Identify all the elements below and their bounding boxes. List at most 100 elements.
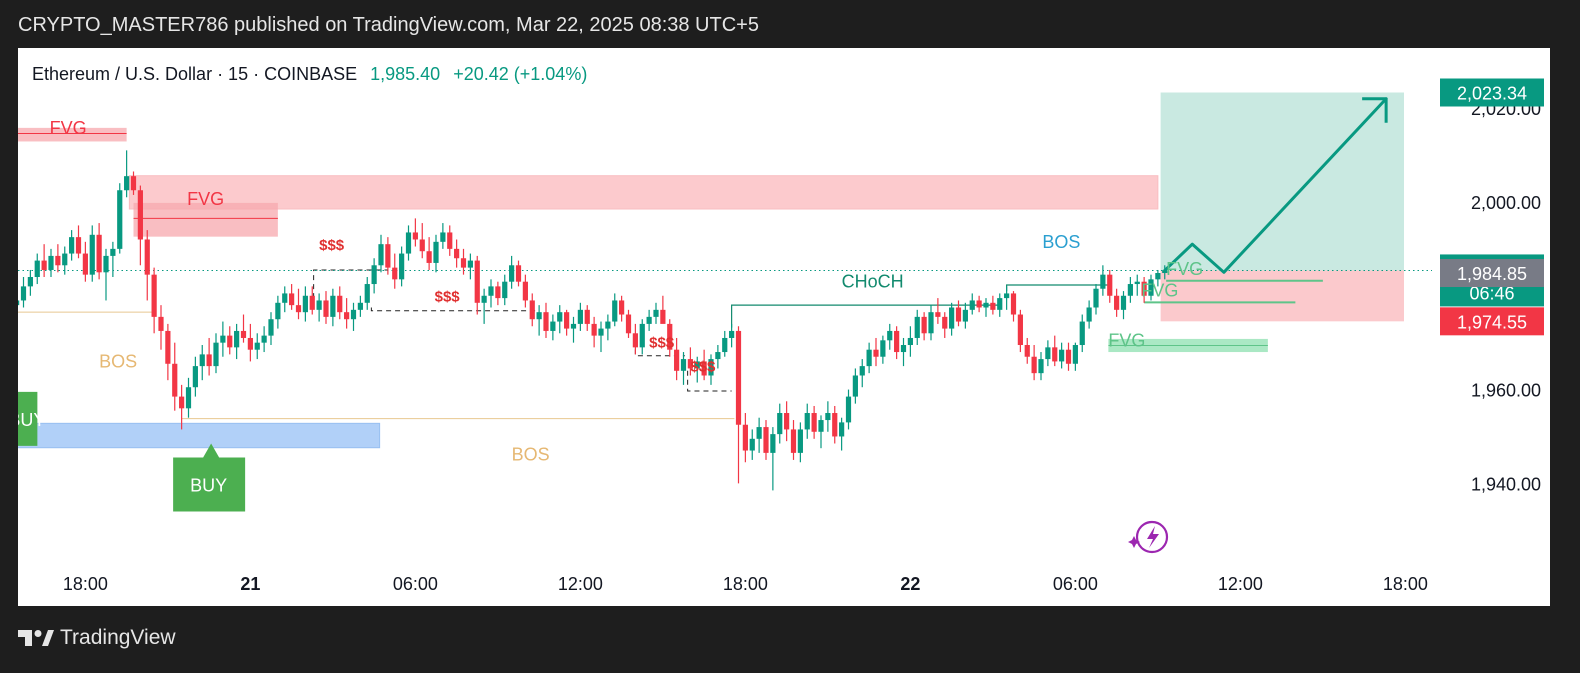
candle[interactable] (41, 244, 47, 278)
candle[interactable] (949, 302, 955, 336)
candle[interactable] (687, 347, 693, 376)
buy-signal[interactable]: BUY (18, 378, 45, 446)
candle[interactable] (1031, 345, 1037, 381)
candle[interactable] (440, 223, 446, 249)
time-axis[interactable]: 18:00 21 06:00 12:00 18:00 22 06:00 12:00 18:00 (63, 574, 1428, 594)
candle[interactable] (48, 248, 54, 278)
candle[interactable] (735, 326, 742, 484)
candle[interactable] (130, 171, 137, 195)
candle[interactable] (784, 401, 790, 442)
candle[interactable] (75, 225, 82, 259)
candle[interactable] (825, 401, 831, 432)
candle[interactable] (639, 319, 645, 355)
candle[interactable] (20, 277, 27, 308)
candle[interactable] (1017, 309, 1023, 353)
candle[interactable] (839, 417, 845, 451)
mid-price-badge[interactable]: 1,984.85 (1440, 259, 1544, 288)
candle[interactable] (701, 349, 707, 381)
candle[interactable] (674, 337, 680, 381)
candle[interactable] (254, 333, 260, 360)
target-price-badge[interactable]: 2,023.34 (1440, 78, 1544, 107)
candle[interactable] (392, 253, 398, 289)
candle[interactable] (667, 319, 673, 357)
lightning-icon[interactable] (1128, 520, 1169, 554)
candle[interactable] (1024, 337, 1030, 364)
candle[interactable] (887, 323, 893, 350)
candle[interactable] (969, 293, 975, 315)
candle[interactable] (680, 352, 687, 385)
candle[interactable] (350, 302, 357, 331)
candle[interactable] (179, 384, 185, 430)
candle[interactable] (653, 302, 659, 324)
candle[interactable] (708, 354, 714, 385)
candle[interactable] (852, 368, 858, 404)
candle[interactable] (344, 298, 350, 329)
candle[interactable] (385, 237, 391, 275)
candle[interactable] (364, 277, 370, 310)
candle[interactable] (1052, 335, 1058, 367)
candle[interactable] (110, 241, 116, 278)
candle[interactable] (124, 150, 130, 198)
candle[interactable] (330, 288, 336, 327)
candle[interactable] (914, 309, 920, 346)
candle[interactable] (282, 286, 288, 313)
candle[interactable] (69, 230, 75, 261)
candle[interactable] (220, 321, 226, 357)
symbol-name[interactable]: Ethereum / U.S. Dollar · 15 · COINBASE (32, 64, 358, 84)
candle[interactable] (89, 225, 95, 282)
candle[interactable] (1093, 284, 1099, 315)
candle[interactable] (1038, 352, 1044, 381)
candle[interactable] (804, 403, 810, 439)
candle[interactable] (612, 293, 618, 327)
candle[interactable] (976, 295, 982, 313)
candle[interactable] (522, 274, 528, 308)
candle[interactable] (509, 255, 515, 289)
candle[interactable] (1045, 340, 1051, 367)
candle[interactable] (103, 248, 109, 301)
projection-arrow[interactable] (1163, 97, 1388, 274)
candle[interactable] (866, 342, 872, 374)
candle[interactable] (295, 288, 302, 320)
candle[interactable] (990, 295, 996, 315)
candle[interactable] (399, 246, 405, 287)
candle[interactable] (577, 302, 583, 331)
candle[interactable] (1010, 291, 1017, 322)
candle[interactable] (598, 321, 604, 353)
candle[interactable] (646, 309, 652, 331)
candle[interactable] (289, 284, 295, 310)
candle[interactable] (557, 305, 563, 334)
candle[interactable] (660, 295, 666, 324)
candle[interactable] (18, 291, 20, 319)
buy-signal[interactable]: BUY (173, 443, 246, 512)
candle[interactable] (907, 326, 913, 357)
candle[interactable] (481, 288, 487, 324)
candle[interactable] (165, 323, 171, 381)
candle[interactable] (873, 337, 879, 367)
candle[interactable] (955, 300, 962, 327)
candle[interactable] (117, 183, 123, 254)
candle[interactable] (818, 415, 824, 449)
candle[interactable] (337, 286, 343, 320)
candlestick-chart[interactable]: FVGFVGBOSBOSBOSCHoCHFVGFVGFVG$$$$$$$$$$$… (18, 48, 1550, 606)
candle[interactable] (632, 323, 638, 355)
candle[interactable] (55, 244, 61, 273)
candle[interactable] (309, 286, 315, 315)
candle[interactable] (323, 291, 329, 324)
candle[interactable] (811, 405, 817, 439)
candle[interactable] (82, 241, 88, 282)
candle[interactable] (729, 323, 735, 348)
candle[interactable] (942, 312, 948, 338)
candle[interactable] (845, 389, 852, 430)
candle[interactable] (426, 237, 432, 270)
candle[interactable] (96, 223, 102, 280)
candle[interactable] (997, 293, 1003, 317)
candle[interactable] (550, 314, 556, 341)
candle[interactable] (447, 225, 453, 256)
candle[interactable] (62, 246, 68, 275)
candle[interactable] (756, 417, 762, 453)
candle[interactable] (790, 420, 797, 460)
candle[interactable] (419, 223, 425, 259)
candle[interactable] (880, 335, 886, 364)
candle[interactable] (763, 420, 769, 460)
candle[interactable] (185, 377, 192, 418)
